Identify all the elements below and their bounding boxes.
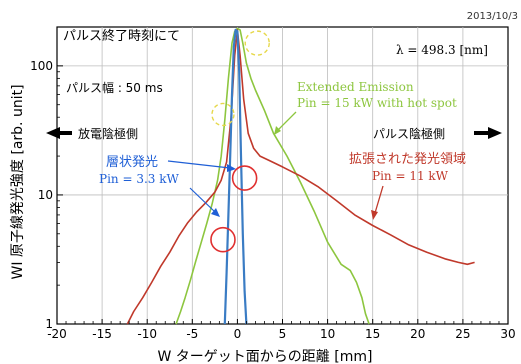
- x-tick-label: -5: [186, 327, 198, 341]
- pulse-width-label: パルス幅 : 50 ms: [66, 80, 163, 95]
- x-tick-label: 20: [410, 327, 425, 341]
- x-tick-label: -15: [92, 327, 112, 341]
- wavelength-label: λ = 498.3 [nm]: [396, 43, 488, 57]
- y-axis-label: WI 原子線発光強度 [arb. unit]: [10, 84, 26, 279]
- laminar-label: 層状発光: [106, 155, 158, 170]
- arrow-head-blue-upper-icon: [227, 164, 236, 172]
- expanded-region-pin: Pin = 11 kW: [372, 169, 449, 183]
- laminar-arrow-lower: [189, 187, 216, 213]
- axis-ticks: -20 -15 -10 -5 0 5 10 15 20 25 30 1 10 100: [30, 26, 516, 341]
- x-tick-label: 25: [455, 327, 470, 341]
- series-expanded-region: [126, 29, 475, 325]
- x-tick-label: 5: [279, 327, 287, 341]
- date-label: 2013/10/3: [467, 11, 518, 22]
- expanded-region-arrow: [374, 185, 384, 214]
- extended-emission-label: Extended Emission: [297, 80, 414, 94]
- arrow-head-blue-lower-icon: [211, 208, 220, 217]
- laminar-pin: Pin = 3.3 kW: [99, 172, 179, 186]
- highlight-circle-left: [210, 226, 236, 253]
- left-side-label: 放電陰極側: [78, 126, 138, 141]
- x-axis-label: W ターゲット面からの距離 [mm]: [158, 348, 373, 364]
- x-tick-label: 10: [320, 327, 335, 341]
- highlight-circle-right: [231, 165, 258, 191]
- series-extended-emission: [175, 27, 370, 325]
- grid: [57, 27, 508, 324]
- x-tick-label: -20: [47, 327, 67, 341]
- x-tick-label: 30: [500, 327, 515, 341]
- arrow-left-icon: [46, 127, 72, 139]
- arrow-head-green-icon: [274, 126, 281, 135]
- y-tick-label: 100: [30, 59, 53, 73]
- y-tick-label: 10: [38, 188, 53, 202]
- arrow-head-red-icon: [371, 210, 378, 220]
- extended-emission-arrow: [277, 111, 297, 131]
- x-tick-label: -10: [137, 327, 157, 341]
- left-direction: 放電陰極側: [46, 126, 138, 141]
- chart-title: パルス終了時刻にて: [63, 28, 180, 44]
- highlight-markers: [210, 30, 270, 253]
- series-laminar: [223, 28, 248, 325]
- x-tick-label: 15: [365, 327, 380, 341]
- x-tick-label: 0: [234, 327, 242, 341]
- expanded-region-label: 拡張された発光領域: [349, 151, 466, 167]
- hotspot-circle-upper: [244, 30, 270, 56]
- laminar-arrow-upper: [167, 160, 231, 169]
- right-side-label: パルス陰極側: [373, 126, 445, 141]
- y-tick-label: 1: [45, 317, 53, 331]
- hotspot-circle-left: [211, 102, 235, 127]
- arrow-right-icon: [474, 127, 502, 139]
- right-direction: パルス陰極側: [373, 126, 502, 141]
- extended-emission-pin: Pin = 15 kW with hot spot: [297, 96, 457, 110]
